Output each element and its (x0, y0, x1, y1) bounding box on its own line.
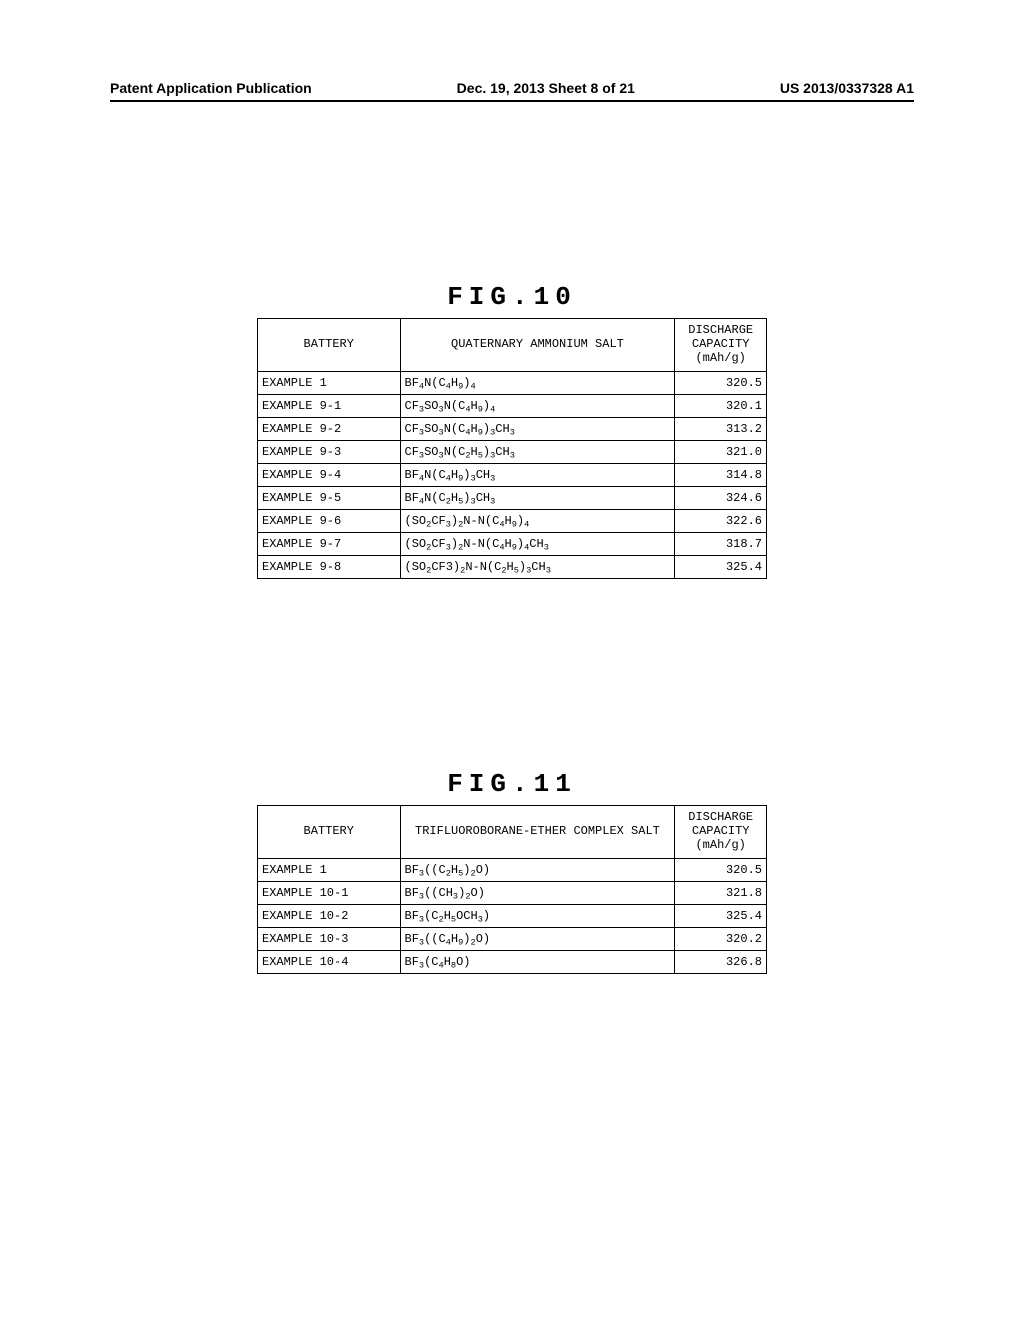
cell-salt: CF3SO3N(C4H9)4 (400, 395, 675, 418)
cell-salt: BF3(C4H8O) (400, 951, 675, 974)
table-row: EXAMPLE 10-3BF3((C4H9)2O)320.2 (258, 928, 767, 951)
col-header-capacity: DISCHARGE CAPACITY (mAh/g) (675, 319, 767, 372)
capacity-line1: DISCHARGE (688, 323, 753, 337)
cell-capacity: 321.0 (675, 441, 767, 464)
cell-capacity: 324.6 (675, 487, 767, 510)
cell-battery: EXAMPLE 9-1 (258, 395, 401, 418)
figure-11: FIG.11 BATTERY TRIFLUOROBORANE-ETHER COM… (257, 769, 767, 974)
table-row: EXAMPLE 10-1BF3((CH3)2O)321.8 (258, 882, 767, 905)
table-row: EXAMPLE 9-3CF3SO3N(C2H5)3CH3321.0 (258, 441, 767, 464)
cell-salt: BF3((CH3)2O) (400, 882, 675, 905)
table-header-row: BATTERY QUATERNARY AMMONIUM SALT DISCHAR… (258, 319, 767, 372)
cell-battery: EXAMPLE 10-1 (258, 882, 401, 905)
cell-salt: BF3((C4H9)2O) (400, 928, 675, 951)
cell-battery: EXAMPLE 9-3 (258, 441, 401, 464)
col-header-capacity: DISCHARGE CAPACITY (mAh/g) (675, 806, 767, 859)
cell-salt: BF3((C2H5)2O) (400, 859, 675, 882)
cell-salt: BF4N(C4H9)4 (400, 372, 675, 395)
capacity-line3: (mAh/g) (695, 351, 745, 365)
cell-salt: CF3SO3N(C2H5)3CH3 (400, 441, 675, 464)
cell-capacity: 320.2 (675, 928, 767, 951)
fig10-title: FIG.10 (257, 282, 767, 312)
table-row: EXAMPLE 9-7(SO2CF3)2N-N(C4H9)4CH3318.7 (258, 533, 767, 556)
table-row: EXAMPLE 10-2BF3(C2H5OCH3)325.4 (258, 905, 767, 928)
cell-capacity: 313.2 (675, 418, 767, 441)
cell-battery: EXAMPLE 10-3 (258, 928, 401, 951)
cell-battery: EXAMPLE 1 (258, 859, 401, 882)
cell-battery: EXAMPLE 9-5 (258, 487, 401, 510)
cell-battery: EXAMPLE 9-2 (258, 418, 401, 441)
table-row: EXAMPLE 9-6(SO2CF3)2N-N(C4H9)4322.6 (258, 510, 767, 533)
cell-salt: BF3(C2H5OCH3) (400, 905, 675, 928)
cell-capacity: 325.4 (675, 556, 767, 579)
cell-capacity: 321.8 (675, 882, 767, 905)
page-header: Patent Application Publication Dec. 19, … (110, 80, 914, 102)
cell-battery: EXAMPLE 10-4 (258, 951, 401, 974)
table-row: EXAMPLE 9-2CF3SO3N(C4H9)3CH3313.2 (258, 418, 767, 441)
cell-battery: EXAMPLE 10-2 (258, 905, 401, 928)
table-row: EXAMPLE 9-8(SO2CF3)2N-N(C2H5)3CH3325.4 (258, 556, 767, 579)
header-left: Patent Application Publication (110, 80, 312, 96)
col-header-battery: BATTERY (258, 319, 401, 372)
cell-salt: CF3SO3N(C4H9)3CH3 (400, 418, 675, 441)
cell-capacity: 322.6 (675, 510, 767, 533)
cell-salt: (SO2CF3)2N-N(C2H5)3CH3 (400, 556, 675, 579)
cell-capacity: 320.1 (675, 395, 767, 418)
col-header-salt: TRIFLUOROBORANE-ETHER COMPLEX SALT (400, 806, 675, 859)
cell-salt: BF4N(C2H5)3CH3 (400, 487, 675, 510)
cell-capacity: 318.7 (675, 533, 767, 556)
cell-battery: EXAMPLE 9-4 (258, 464, 401, 487)
cell-capacity: 320.5 (675, 859, 767, 882)
table-row: EXAMPLE 10-4BF3(C4H8O)326.8 (258, 951, 767, 974)
col-header-salt: QUATERNARY AMMONIUM SALT (400, 319, 675, 372)
fig11-table: BATTERY TRIFLUOROBORANE-ETHER COMPLEX SA… (257, 805, 767, 974)
table-row: EXAMPLE 9-5BF4N(C2H5)3CH3324.6 (258, 487, 767, 510)
cell-battery: EXAMPLE 9-7 (258, 533, 401, 556)
fig10-table: BATTERY QUATERNARY AMMONIUM SALT DISCHAR… (257, 318, 767, 579)
capacity-line1: DISCHARGE (688, 810, 753, 824)
header-right: US 2013/0337328 A1 (780, 80, 914, 96)
header-center: Dec. 19, 2013 Sheet 8 of 21 (457, 80, 635, 96)
table-row: EXAMPLE 9-4BF4N(C4H9)3CH3314.8 (258, 464, 767, 487)
fig11-tbody: EXAMPLE 1BF3((C2H5)2O)320.5EXAMPLE 10-1B… (258, 859, 767, 974)
cell-battery: EXAMPLE 9-6 (258, 510, 401, 533)
cell-battery: EXAMPLE 9-8 (258, 556, 401, 579)
cell-capacity: 320.5 (675, 372, 767, 395)
figure-10: FIG.10 BATTERY QUATERNARY AMMONIUM SALT … (257, 282, 767, 579)
capacity-line2: CAPACITY (692, 824, 750, 838)
capacity-line2: CAPACITY (692, 337, 750, 351)
table-row: EXAMPLE 1BF3((C2H5)2O)320.5 (258, 859, 767, 882)
table-row: EXAMPLE 9-1CF3SO3N(C4H9)4320.1 (258, 395, 767, 418)
cell-capacity: 314.8 (675, 464, 767, 487)
cell-salt: (SO2CF3)2N-N(C4H9)4CH3 (400, 533, 675, 556)
cell-battery: EXAMPLE 1 (258, 372, 401, 395)
fig11-title: FIG.11 (257, 769, 767, 799)
col-header-battery: BATTERY (258, 806, 401, 859)
table-header-row: BATTERY TRIFLUOROBORANE-ETHER COMPLEX SA… (258, 806, 767, 859)
cell-capacity: 326.8 (675, 951, 767, 974)
cell-salt: (SO2CF3)2N-N(C4H9)4 (400, 510, 675, 533)
table-row: EXAMPLE 1BF4N(C4H9)4320.5 (258, 372, 767, 395)
fig10-tbody: EXAMPLE 1BF4N(C4H9)4320.5EXAMPLE 9-1CF3S… (258, 372, 767, 579)
capacity-line3: (mAh/g) (695, 838, 745, 852)
cell-capacity: 325.4 (675, 905, 767, 928)
cell-salt: BF4N(C4H9)3CH3 (400, 464, 675, 487)
